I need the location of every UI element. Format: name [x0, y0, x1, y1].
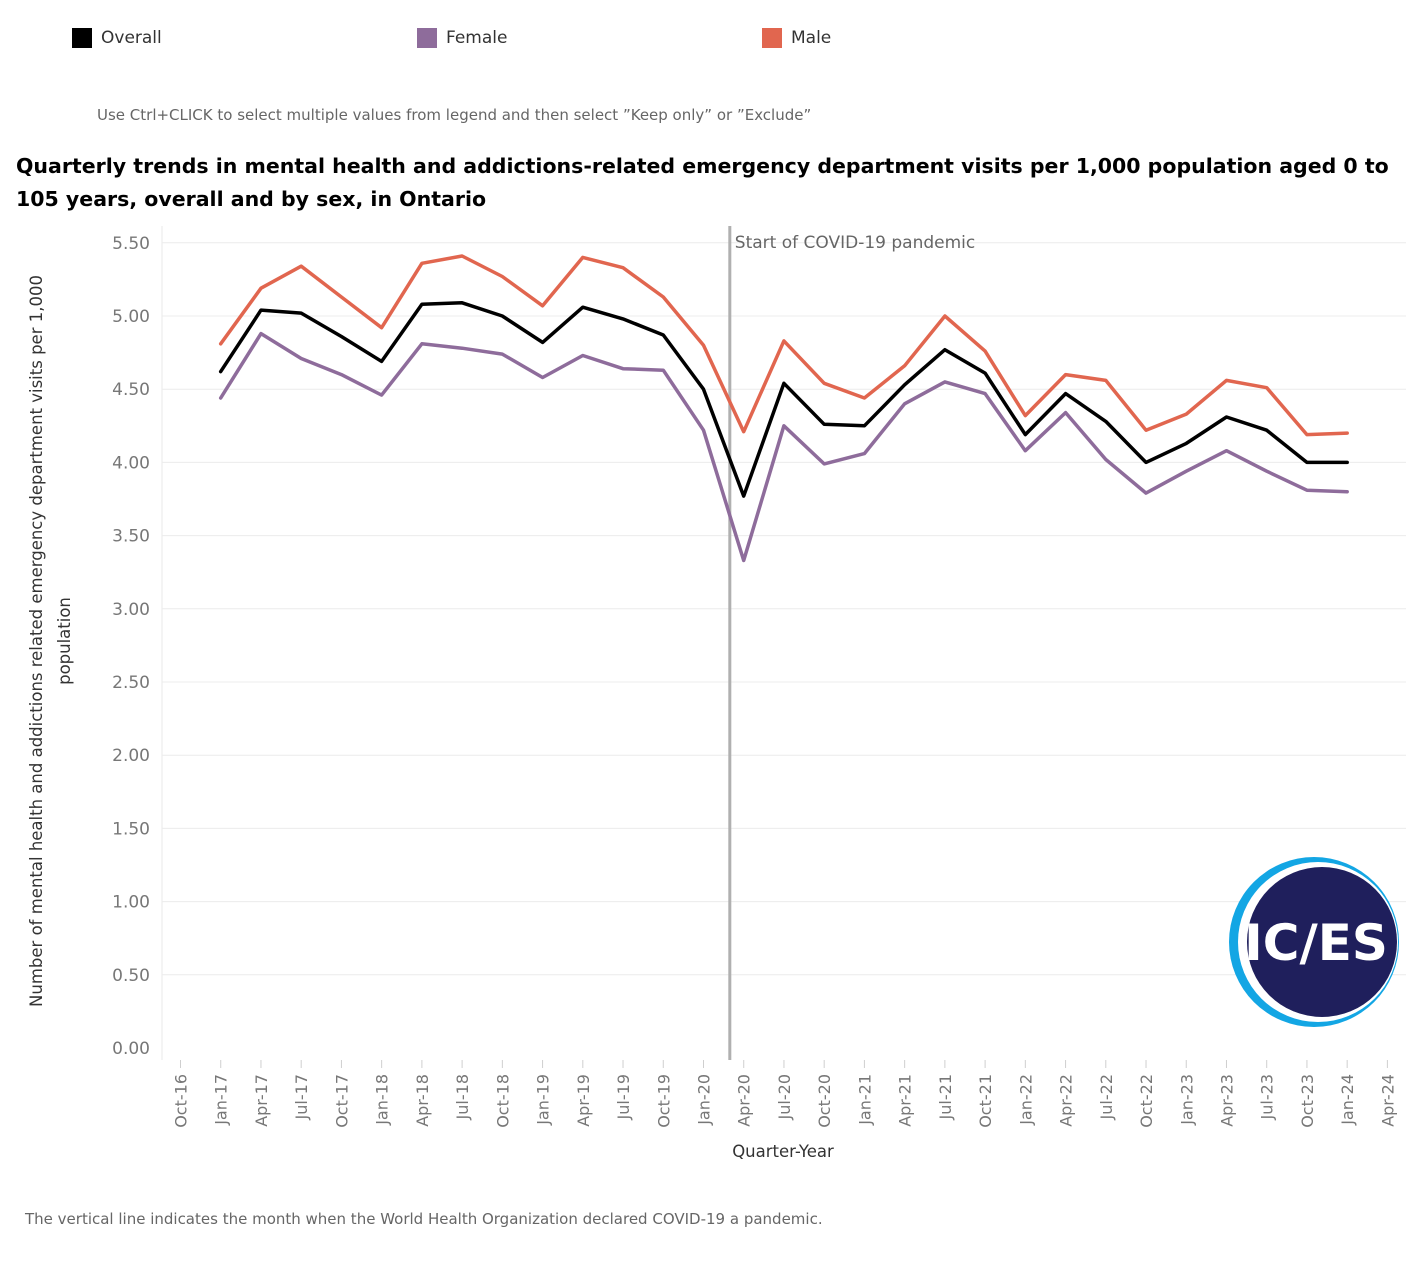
x-tick-label: Oct-18 — [493, 1074, 512, 1128]
x-tick-label: Oct-21 — [976, 1074, 995, 1128]
y-tick-label: 1.50 — [112, 819, 150, 839]
legend-item-female[interactable]: Female — [417, 28, 507, 48]
series-line-overall[interactable] — [218, 301, 1349, 498]
y-tick-label: 3.00 — [112, 600, 150, 620]
y-tick-label: 2.00 — [112, 746, 150, 766]
y-axis-ticks: 0.00 0.50 1.00 1.50 2.00 2.50 3.00 3.50 4.00 4.50… — [112, 234, 150, 1059]
y-tick-label: 1.00 — [112, 893, 150, 913]
x-tick-label: Apr-24 — [1378, 1074, 1397, 1127]
legend-swatch-overall — [72, 28, 92, 48]
legend-label-overall: Overall — [101, 28, 162, 48]
legend-swatch-female — [417, 28, 437, 48]
line-chart[interactable]: 0.00 0.50 1.00 1.50 2.00 2.50 3.00 3.50 4.00 4.50… — [0, 0, 1424, 1200]
x-tick-label: Apr-20 — [735, 1074, 754, 1127]
logo-text: IC/ES — [1244, 914, 1388, 972]
x-axis-ticks: Oct-16 Jan-17 Apr-17 Jul-17 Oct-17 Jan-18 Apr-… — [172, 1060, 1397, 1128]
series-lines — [218, 254, 1349, 563]
y-tick-label: 4.50 — [112, 380, 150, 400]
x-tick-label: Jan-17 — [212, 1074, 231, 1126]
x-tick-label: Oct-20 — [815, 1074, 834, 1128]
y-tick-label: 5.00 — [112, 307, 150, 327]
series-line-female[interactable] — [218, 331, 1349, 563]
legend-label-male: Male — [791, 28, 832, 48]
x-tick-label: Oct-22 — [1137, 1074, 1156, 1128]
ices-logo: IC/ES — [1229, 857, 1399, 1027]
x-tick-label: Apr-17 — [252, 1074, 271, 1127]
y-tick-label: 0.50 — [112, 966, 150, 986]
x-tick-label: Apr-21 — [896, 1074, 915, 1127]
x-tick-label: Jan-24 — [1338, 1074, 1357, 1126]
logo-disc — [1247, 867, 1397, 1017]
y-tick-label: 3.50 — [112, 527, 150, 547]
y-axis-title-line-2: population — [55, 597, 74, 685]
x-tick-label: Apr-23 — [1217, 1074, 1236, 1127]
x-tick-label: Oct-17 — [332, 1074, 351, 1128]
series-line-male[interactable] — [218, 254, 1349, 437]
x-tick-label: Jul-22 — [1097, 1074, 1116, 1120]
y-tick-label: 5.50 — [112, 234, 150, 254]
y-axis-title-line-1: Number of mental health and addictions r… — [27, 275, 46, 1007]
x-tick-label: Oct-16 — [172, 1074, 191, 1128]
x-tick-label: Jul-23 — [1258, 1074, 1277, 1120]
x-axis-title: Quarter-Year — [732, 1142, 834, 1161]
x-tick-label: Jan-20 — [694, 1074, 713, 1126]
x-tick-label: Jan-23 — [1177, 1074, 1196, 1126]
x-tick-label: Jul-17 — [292, 1074, 311, 1120]
legend-label-female: Female — [446, 28, 508, 48]
x-tick-label: Jan-19 — [534, 1074, 553, 1126]
x-tick-label: Apr-18 — [413, 1074, 432, 1127]
x-tick-label: Jan-18 — [373, 1074, 392, 1126]
legend: Overall Female Male — [0, 28, 1424, 58]
x-tick-label: Oct-19 — [654, 1074, 673, 1128]
x-tick-label: Jul-19 — [614, 1074, 633, 1120]
legend-swatch-male — [762, 28, 782, 48]
y-tick-label: 4.00 — [112, 453, 150, 473]
x-tick-label: Jul-18 — [453, 1074, 472, 1120]
x-tick-label: Oct-23 — [1298, 1074, 1317, 1128]
y-tick-label: 2.50 — [112, 673, 150, 693]
y-tick-label: 0.00 — [112, 1039, 150, 1059]
x-tick-label: Jan-22 — [1016, 1074, 1035, 1126]
footnote: The vertical line indicates the month wh… — [25, 1210, 823, 1228]
chart-title: Quarterly trends in mental health and ad… — [16, 154, 1389, 211]
legend-hint: Use Ctrl+CLICK to select multiple values… — [97, 106, 812, 124]
pandemic-marker-label: Start of COVID-19 pandemic — [735, 233, 975, 253]
x-tick-label: Apr-19 — [574, 1074, 593, 1127]
x-tick-label: Jul-21 — [936, 1074, 955, 1120]
legend-item-male[interactable]: Male — [762, 28, 831, 48]
gridlines — [161, 226, 1406, 1060]
legend-item-overall[interactable]: Overall — [72, 28, 162, 48]
x-tick-label: Jan-21 — [855, 1074, 874, 1126]
x-tick-label: Jul-20 — [775, 1074, 794, 1120]
x-tick-label: Apr-22 — [1057, 1074, 1076, 1127]
